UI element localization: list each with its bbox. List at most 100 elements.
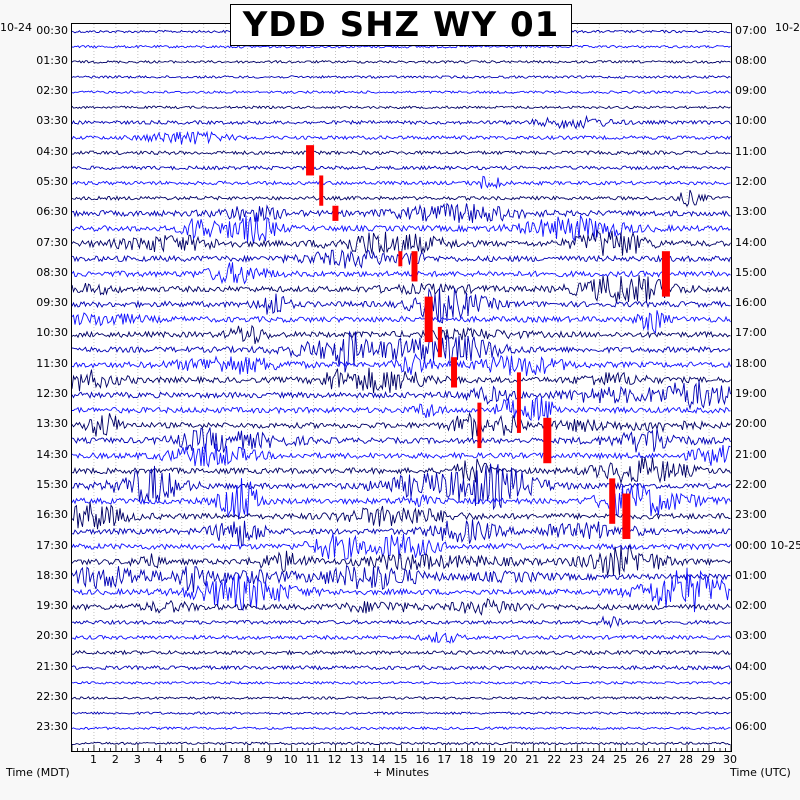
x-tick-label: 30	[723, 753, 737, 766]
seismogram-trace	[71, 130, 731, 145]
left-time-label: 18:30	[36, 568, 68, 582]
x-tick-label: 24	[591, 753, 606, 766]
left-time-label: 22:30	[36, 689, 68, 703]
seismogram-trace	[71, 44, 731, 49]
right-time-label: 21:00	[735, 447, 767, 461]
left-time-label: 04:30	[36, 144, 68, 158]
plot-area	[71, 23, 732, 752]
x-tick-label: 29	[701, 753, 716, 766]
seismogram-trace	[71, 741, 731, 746]
clipped-signal-bar	[543, 417, 552, 464]
x-tick-label: 16	[415, 753, 430, 766]
right-time-label: 23:00	[735, 508, 767, 522]
seismogram-trace	[71, 287, 731, 324]
right-time-label: 18:00	[735, 356, 767, 370]
clipped-signal-bar	[451, 357, 458, 388]
clipped-signal-bar	[319, 175, 324, 206]
left-axis-title: Time (MDT)	[6, 766, 70, 779]
seismogram-trace	[71, 649, 731, 656]
x-tick-label: 28	[679, 753, 694, 766]
right-time-label: 00:00 10-25	[735, 538, 800, 552]
left-time-label: 08:30	[36, 265, 68, 279]
left-time-label: 14:30	[36, 447, 68, 461]
clipped-signal-bar	[332, 205, 339, 221]
left-time-label: 20:30	[36, 629, 68, 643]
x-tick-label: 23	[569, 753, 584, 766]
right-time-label: 14:00	[735, 235, 767, 249]
left-time-label: 02:30	[36, 84, 68, 98]
left-time-label: 10:30	[36, 326, 68, 340]
right-time-label: 06:00	[735, 720, 767, 734]
x-tick-label: 19	[481, 753, 496, 766]
seismogram-trace	[72, 397, 731, 423]
seismogram-trace	[71, 411, 731, 439]
seismogram-trace	[71, 75, 731, 79]
clipped-signal-bar	[398, 251, 403, 267]
x-tick-label: 8	[243, 753, 251, 766]
seismogram-trace	[71, 175, 731, 190]
left-time-label: 07:30	[36, 235, 68, 249]
seismogram-trace	[71, 443, 731, 468]
clipped-signal-bar	[661, 251, 670, 297]
clipped-signal-bar	[306, 145, 315, 176]
left-time-label: 05:30	[36, 175, 68, 189]
seismogram-trace	[72, 631, 731, 644]
seismogram-trace	[71, 680, 731, 685]
right-time-label: 07:00	[735, 23, 767, 37]
right-time-label: 22:00	[735, 477, 767, 491]
seismogram-trace	[71, 711, 731, 716]
right-time-label: 19:00	[735, 387, 767, 401]
seismogram-trace	[71, 90, 731, 95]
left-time-label: 11:30	[36, 356, 68, 370]
clipped-signal-bar	[424, 296, 433, 343]
x-tick-label: 17	[437, 753, 452, 766]
seismogram-trace	[71, 695, 731, 700]
left-time-label: 06:30	[36, 205, 68, 219]
clipped-signal-bar	[609, 478, 616, 524]
seismogram-trace	[71, 275, 731, 304]
x-tick-label: 14	[371, 753, 386, 766]
x-tick-label: 22	[547, 753, 562, 766]
x-tick-label: 15	[393, 753, 408, 766]
left-time-label: 23:30	[36, 720, 68, 734]
x-tick-label: 5	[177, 753, 185, 766]
left-time-label: 17:30	[36, 538, 68, 552]
seismogram-trace	[71, 456, 731, 485]
seismogram-trace	[71, 262, 731, 285]
x-tick-label: 9	[265, 753, 273, 766]
left-time-label: 00:30	[36, 23, 68, 37]
seismogram-trace	[71, 545, 731, 576]
x-tick-label: 6	[199, 753, 207, 766]
right-time-label: 20:00	[735, 417, 767, 431]
right-time-label: 03:00	[735, 629, 767, 643]
seismogram-trace	[71, 567, 731, 613]
left-time-label: 09:30	[36, 296, 68, 310]
clipped-signal-bar	[622, 493, 631, 539]
seismogram-trace	[71, 533, 731, 560]
clipped-signal-bar	[437, 326, 442, 358]
left-date-label: 10-24	[0, 21, 32, 34]
x-tick-label: 20	[503, 753, 518, 766]
left-time-label: 03:30	[36, 114, 68, 128]
seismogram-trace	[71, 324, 731, 345]
right-time-label: 08:00	[735, 53, 767, 67]
seismogram-trace	[71, 189, 731, 208]
right-time-label: 17:00	[735, 326, 767, 340]
left-time-label: 15:30	[36, 477, 68, 491]
right-time-label: 02:00	[735, 599, 767, 613]
seismogram-trace	[71, 150, 731, 156]
right-time-label: 12:00	[735, 175, 767, 189]
x-tick-label: 13	[349, 753, 364, 766]
clipped-signal-bar	[477, 402, 482, 449]
seismogram-trace	[71, 427, 731, 453]
x-tick-label: 26	[635, 753, 650, 766]
x-tick-label: 1	[89, 753, 97, 766]
right-time-label: 05:00	[735, 689, 767, 703]
right-date-label: 10-2	[775, 21, 800, 34]
clipped-signal-bar	[516, 372, 521, 433]
x-tick-label: 4	[155, 753, 163, 766]
seismogram-trace	[71, 310, 731, 334]
left-time-label: 16:30	[36, 508, 68, 522]
left-time-label: 21:30	[36, 659, 68, 673]
